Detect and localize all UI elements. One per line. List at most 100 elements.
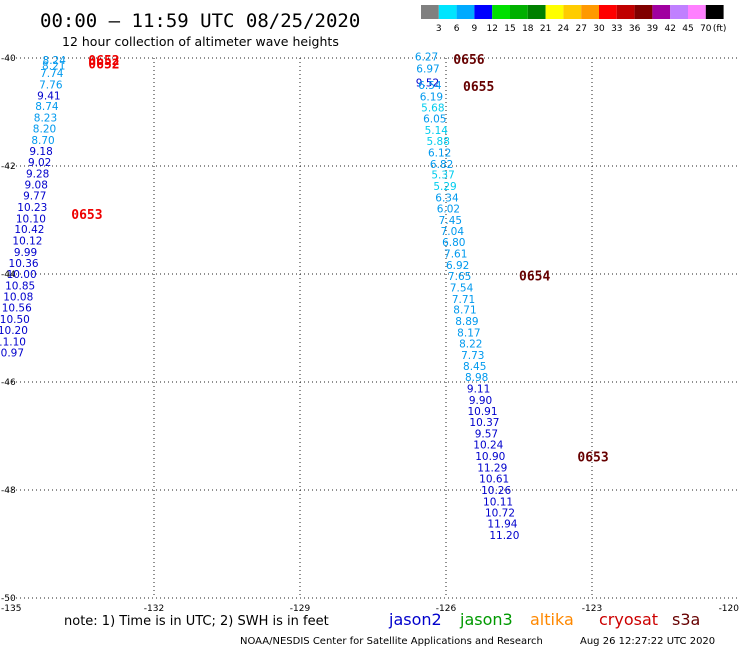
swh-value-label: 9.02 bbox=[28, 157, 51, 169]
swh-value-label: 10.26 bbox=[481, 485, 511, 497]
x-tick-label: -129 bbox=[290, 604, 311, 614]
x-tick-label: -126 bbox=[436, 604, 457, 614]
swh-value-label: 11.10 bbox=[0, 337, 26, 349]
legend-value: 45 bbox=[682, 24, 693, 34]
time-label: 0654 bbox=[519, 270, 550, 285]
satellite-name: altika bbox=[530, 610, 574, 629]
legend-swatch bbox=[616, 5, 635, 19]
swh-value-label: 10.00 bbox=[7, 269, 37, 281]
swh-value-label: 8.17 bbox=[457, 327, 480, 339]
swh-value-label: 10.50 bbox=[0, 314, 30, 326]
swh-value-label: 11.20 bbox=[489, 530, 519, 542]
swh-value-label: 6.02 bbox=[437, 204, 460, 216]
swh-value-label: 6.92 bbox=[446, 260, 469, 272]
x-tick-label: -132 bbox=[144, 604, 164, 614]
y-tick-label: -40 bbox=[1, 54, 16, 64]
swh-value-label: 6.97 bbox=[416, 63, 439, 75]
y-tick-label: -46 bbox=[1, 378, 16, 388]
legend-value: 9 bbox=[472, 24, 478, 34]
legend-value: 24 bbox=[558, 24, 570, 34]
swh-value-label: 8.21 bbox=[42, 61, 65, 73]
swh-value-label: 6.80 bbox=[442, 237, 465, 249]
swh-value-label: 6.82 bbox=[430, 159, 453, 171]
swh-value-label: 11.29 bbox=[477, 462, 507, 474]
legend-value: 6 bbox=[454, 24, 460, 34]
swh-value-label: 8.22 bbox=[459, 339, 482, 351]
swh-value-label: 10.11 bbox=[483, 496, 513, 508]
legend-swatch bbox=[474, 5, 493, 19]
swh-value-label: 8.24 bbox=[43, 55, 67, 67]
swh-value-label: 11.94 bbox=[487, 518, 517, 530]
swh-value-label: 10.85 bbox=[5, 280, 35, 292]
y-tick-label: -42 bbox=[1, 162, 16, 172]
chart-subtitle: 12 hour collection of altimeter wave hei… bbox=[62, 34, 339, 49]
swh-value-label: 7.73 bbox=[461, 350, 484, 362]
color-legend: 3 6 9 12 15 18 21 24 27 30 33 36 39 42 45 70 (ft) bbox=[421, 5, 726, 34]
legend-value: 42 bbox=[664, 24, 675, 34]
y-tick-label: -44 bbox=[1, 270, 16, 280]
y-tick-label: -48 bbox=[1, 486, 16, 496]
swh-value-label: 6.34 bbox=[435, 192, 459, 204]
x-tick-label: -135 bbox=[1, 604, 21, 614]
swh-value-label: 8.20 bbox=[33, 124, 56, 136]
swh-value-label: 10.24 bbox=[473, 440, 503, 452]
axis-ticks: -135 -132 -129 -126 -123 -120 -50 -48 -46 -44 -42 -… bbox=[1, 54, 739, 614]
swh-value-label: 6.54 bbox=[418, 80, 442, 92]
swh-points: 8.248.217.747.769.418.748.238.208.709.18… bbox=[0, 51, 519, 541]
legend-value: 70 bbox=[700, 24, 712, 34]
legend-swatch bbox=[510, 5, 528, 19]
time-label: 0656 bbox=[453, 53, 484, 68]
legend-swatch bbox=[527, 5, 546, 19]
swh-value-label: 10.10 bbox=[16, 213, 46, 225]
time-label: 0653 bbox=[577, 451, 608, 466]
swh-value-label: 10.56 bbox=[2, 302, 32, 314]
satellite-name: jason2 bbox=[388, 610, 442, 629]
footer-credit: NOAA/NESDIS Center for Satellite Applica… bbox=[240, 636, 543, 647]
legend-value: 36 bbox=[629, 24, 641, 34]
swh-value-label: 10.97 bbox=[0, 347, 24, 359]
swh-value-label: 9.18 bbox=[29, 146, 52, 158]
swh-value-label: 9.99 bbox=[14, 247, 37, 259]
legend-swatch bbox=[688, 5, 706, 19]
swh-value-label: 5.88 bbox=[427, 136, 450, 148]
swh-value-label: 9.57 bbox=[475, 428, 498, 440]
x-tick-label: -123 bbox=[582, 604, 602, 614]
swh-value-label: 10.90 bbox=[475, 451, 505, 463]
time-label: 0652 bbox=[88, 54, 119, 69]
swh-value-label: 7.04 bbox=[441, 226, 465, 238]
swh-value-label: 10.61 bbox=[479, 474, 509, 486]
swh-value-label: 7.76 bbox=[39, 79, 63, 91]
swh-value-label: 8.45 bbox=[463, 361, 486, 373]
swh-value-label: 6.19 bbox=[420, 91, 443, 103]
legend-value: 33 bbox=[611, 24, 622, 34]
swh-value-label: 7.65 bbox=[448, 271, 471, 283]
swh-value-label: 10.72 bbox=[485, 508, 515, 520]
swh-value-label: 6.12 bbox=[428, 148, 451, 160]
swh-value-label: 5.29 bbox=[433, 181, 456, 193]
swh-value-label: 9.90 bbox=[469, 395, 492, 407]
swh-value-label: 10.37 bbox=[469, 417, 499, 429]
swh-value-label: 8.71 bbox=[453, 305, 476, 317]
legend-value: 3 bbox=[436, 24, 442, 34]
grid-lines bbox=[8, 57, 738, 599]
legend-swatch bbox=[634, 5, 653, 19]
swh-value-label: 10.42 bbox=[14, 224, 44, 236]
swh-value-label: 10.08 bbox=[3, 292, 33, 304]
legend-swatch bbox=[456, 5, 475, 19]
legend-value: 18 bbox=[522, 24, 534, 34]
footer-timestamp: Aug 26 12:27:22 UTC 2020 bbox=[580, 636, 715, 647]
satellite-name: s3a bbox=[672, 610, 700, 629]
swh-value-label: 10.20 bbox=[0, 325, 28, 337]
x-tick-label: -120 bbox=[719, 604, 740, 614]
swh-value-label: 9.52 bbox=[416, 77, 439, 89]
swh-value-label: 7.45 bbox=[439, 215, 462, 227]
swh-value-label: 5.37 bbox=[431, 170, 454, 182]
legend-unit: (ft) bbox=[713, 24, 727, 34]
legend-swatch bbox=[652, 5, 671, 19]
satellite-legend: jason2 jason3 altika cryosat s3a bbox=[388, 610, 700, 629]
legend-value: 39 bbox=[647, 24, 659, 34]
legend-swatch bbox=[670, 5, 688, 19]
swh-value-label: 5.14 bbox=[425, 125, 449, 137]
time-label: 0655 bbox=[463, 80, 494, 95]
